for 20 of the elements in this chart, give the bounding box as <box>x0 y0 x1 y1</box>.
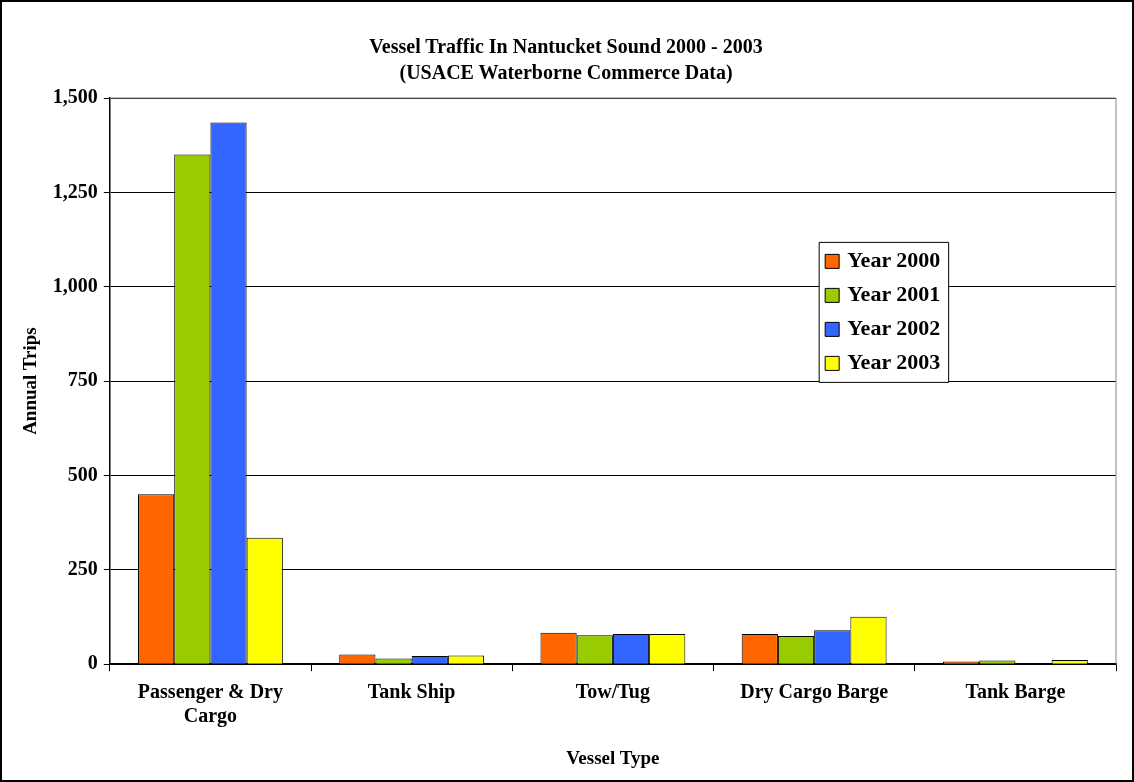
y-axis-title: Annual Trips <box>19 327 41 435</box>
legend-label: Year 2003 <box>847 349 941 375</box>
x-tick-label: Tank Barge <box>965 680 1066 704</box>
y-tick-label: 1,000 <box>52 273 98 296</box>
y-tick-label: 1,250 <box>52 179 98 202</box>
x-tick-label: Dry Cargo Barge <box>740 680 889 704</box>
y-tick-label: 1,500 <box>52 85 98 108</box>
x-tick-label: Passenger & Dry Cargo <box>137 680 283 728</box>
chart-subtitle: (USACE Waterborne Commerce Data) <box>399 61 733 85</box>
legend-label: Year 2001 <box>847 281 941 307</box>
y-tick-label: 500 <box>67 462 98 485</box>
x-tick-label: Tank Ship <box>367 680 456 704</box>
x-axis-title: Vessel Type <box>566 746 660 768</box>
legend-label: Year 2000 <box>847 247 941 273</box>
x-tick-label: Tow/Tug <box>575 680 650 704</box>
y-tick-label: 750 <box>67 368 98 391</box>
y-tick-label: 0 <box>87 651 98 674</box>
chart-title: Vessel Traffic In Nantucket Sound 2000 - 2003 <box>369 35 763 58</box>
y-tick-label: 250 <box>67 557 98 580</box>
legend-label: Year 2002 <box>847 315 941 341</box>
